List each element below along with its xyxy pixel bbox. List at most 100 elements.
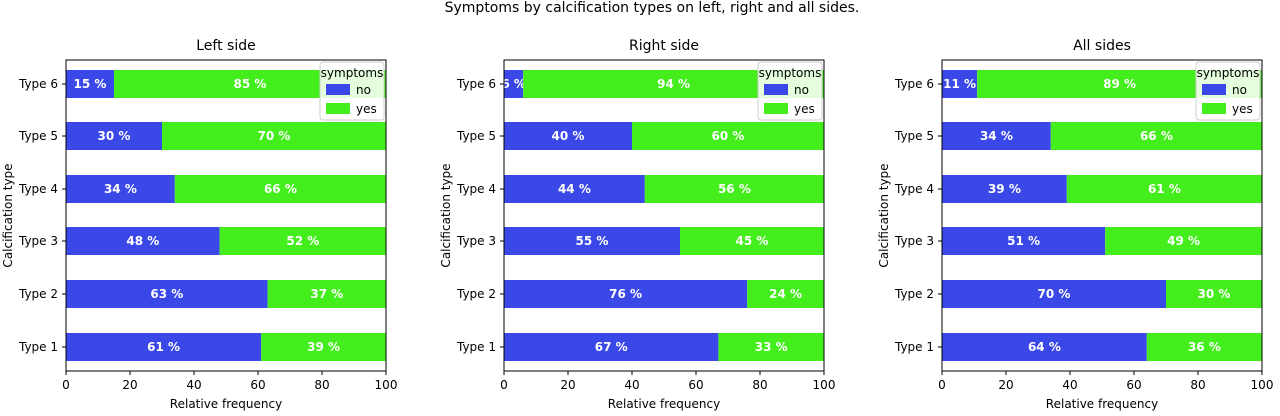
legend-label-yes: yes bbox=[356, 102, 377, 116]
legend: symptoms no yes bbox=[757, 61, 823, 121]
plot-frame bbox=[65, 59, 387, 372]
y-tick-label: Type 4 bbox=[894, 182, 934, 196]
bar-value-label: 49 % bbox=[1167, 234, 1200, 248]
y-tick-label: Type 3 bbox=[18, 234, 58, 248]
legend-label-yes: yes bbox=[794, 102, 815, 116]
bar-value-label: 64 % bbox=[1028, 340, 1061, 354]
x-tick-label: 0 bbox=[938, 378, 946, 392]
bar-no bbox=[504, 122, 632, 150]
panel-title: Left side bbox=[196, 38, 255, 54]
x-tick-label: 100 bbox=[813, 378, 836, 392]
bar-no bbox=[504, 333, 719, 361]
bar-value-label: 66 % bbox=[264, 182, 297, 196]
bar-no bbox=[66, 280, 268, 308]
bar-no bbox=[66, 333, 262, 361]
y-tick-label: Type 4 bbox=[456, 182, 496, 196]
y-tick-label: Type 6 bbox=[456, 77, 496, 91]
y-tick-label: Type 5 bbox=[894, 129, 934, 143]
bar-yes bbox=[261, 333, 386, 361]
bar-no bbox=[66, 70, 114, 98]
x-tick-label: 0 bbox=[62, 378, 70, 392]
bar-value-label: 34 % bbox=[980, 129, 1013, 143]
x-tick-label: 60 bbox=[688, 378, 703, 392]
y-axis-label: Calcification type bbox=[877, 163, 891, 267]
legend-label-no: no bbox=[1232, 83, 1247, 97]
y-tick-label: Type 2 bbox=[894, 287, 934, 301]
x-tick-label: 80 bbox=[314, 378, 329, 392]
bar-no bbox=[66, 227, 220, 255]
legend-title: symptoms bbox=[1197, 66, 1260, 80]
bar-value-label: 56 % bbox=[718, 182, 751, 196]
bar-value-label: 52 % bbox=[286, 234, 319, 248]
y-tick-label: Type 2 bbox=[456, 287, 496, 301]
bar-yes bbox=[219, 227, 386, 255]
bar-value-label: 30 % bbox=[98, 129, 131, 143]
bar-value-label: 44 % bbox=[558, 182, 591, 196]
y-axis-label: Calcification type bbox=[1, 163, 15, 267]
bar-yes bbox=[680, 227, 824, 255]
bar-value-label: 67 % bbox=[595, 340, 628, 354]
bar-no bbox=[66, 122, 162, 150]
bar-value-label: 11 % bbox=[943, 77, 976, 91]
legend-title: symptoms bbox=[321, 66, 384, 80]
x-tick-label: 100 bbox=[375, 378, 398, 392]
bar-value-label: 24 % bbox=[769, 287, 802, 301]
bar-value-label: 48 % bbox=[126, 234, 159, 248]
legend-title: symptoms bbox=[759, 66, 822, 80]
plot-frame bbox=[503, 59, 825, 372]
bar-no bbox=[942, 227, 1106, 255]
bar-value-label: 70 % bbox=[1038, 287, 1071, 301]
bar-yes bbox=[1066, 175, 1262, 203]
panel-title: Right side bbox=[629, 38, 699, 54]
bar-value-label: 39 % bbox=[988, 182, 1021, 196]
x-tick-label: 100 bbox=[1251, 378, 1274, 392]
panel-title: All sides bbox=[1073, 38, 1131, 54]
x-tick-label: 80 bbox=[752, 378, 767, 392]
x-tick-label: 60 bbox=[1126, 378, 1141, 392]
y-tick-label: Type 2 bbox=[18, 287, 58, 301]
x-tick-label: 20 bbox=[122, 378, 137, 392]
bar-value-label: 76 % bbox=[609, 287, 642, 301]
bar-yes bbox=[644, 175, 824, 203]
bar-value-label: 40 % bbox=[552, 129, 585, 143]
bar-yes bbox=[162, 122, 386, 150]
y-tick-label: Type 3 bbox=[894, 234, 934, 248]
bar-value-label: 34 % bbox=[104, 182, 137, 196]
bar-yes bbox=[1166, 280, 1262, 308]
bar-value-label: 61 % bbox=[147, 340, 180, 354]
x-tick-label: 80 bbox=[1190, 378, 1205, 392]
bar-value-label: 30 % bbox=[1198, 287, 1231, 301]
bar-value-label: 85 % bbox=[234, 77, 267, 91]
y-tick-label: Type 1 bbox=[894, 340, 934, 354]
x-tick-label: 20 bbox=[560, 378, 575, 392]
bar-value-label: 39 % bbox=[307, 340, 340, 354]
legend-swatch-yes bbox=[326, 103, 350, 114]
legend-swatch-no bbox=[1202, 84, 1226, 95]
bar-no bbox=[504, 175, 645, 203]
bar-value-label: 94 % bbox=[657, 77, 690, 91]
bar-no bbox=[942, 333, 1147, 361]
legend-swatch-yes bbox=[764, 103, 788, 114]
legend: symptoms no yes bbox=[1195, 61, 1261, 121]
legend-swatch-no bbox=[764, 84, 788, 95]
y-tick-label: Type 6 bbox=[18, 77, 58, 91]
bar-value-label: 63 % bbox=[150, 287, 183, 301]
y-tick-label: Type 4 bbox=[18, 182, 58, 196]
y-tick-label: Type 1 bbox=[456, 340, 496, 354]
legend-label-no: no bbox=[794, 83, 809, 97]
bar-value-label: 89 % bbox=[1103, 77, 1136, 91]
bar-yes bbox=[174, 175, 386, 203]
y-tick-label: Type 5 bbox=[18, 129, 58, 143]
y-tick-label: Type 1 bbox=[18, 340, 58, 354]
bar-value-label: 37 % bbox=[310, 287, 343, 301]
y-tick-label: Type 3 bbox=[456, 234, 496, 248]
x-tick-label: 40 bbox=[186, 378, 201, 392]
bar-value-label: 6 % bbox=[501, 77, 526, 91]
bar-yes bbox=[267, 280, 386, 308]
bar-no bbox=[504, 70, 524, 98]
legend-label-yes: yes bbox=[1232, 102, 1253, 116]
bar-yes bbox=[1146, 333, 1262, 361]
bar-value-label: 55 % bbox=[576, 234, 609, 248]
legend-swatch-no bbox=[326, 84, 350, 95]
